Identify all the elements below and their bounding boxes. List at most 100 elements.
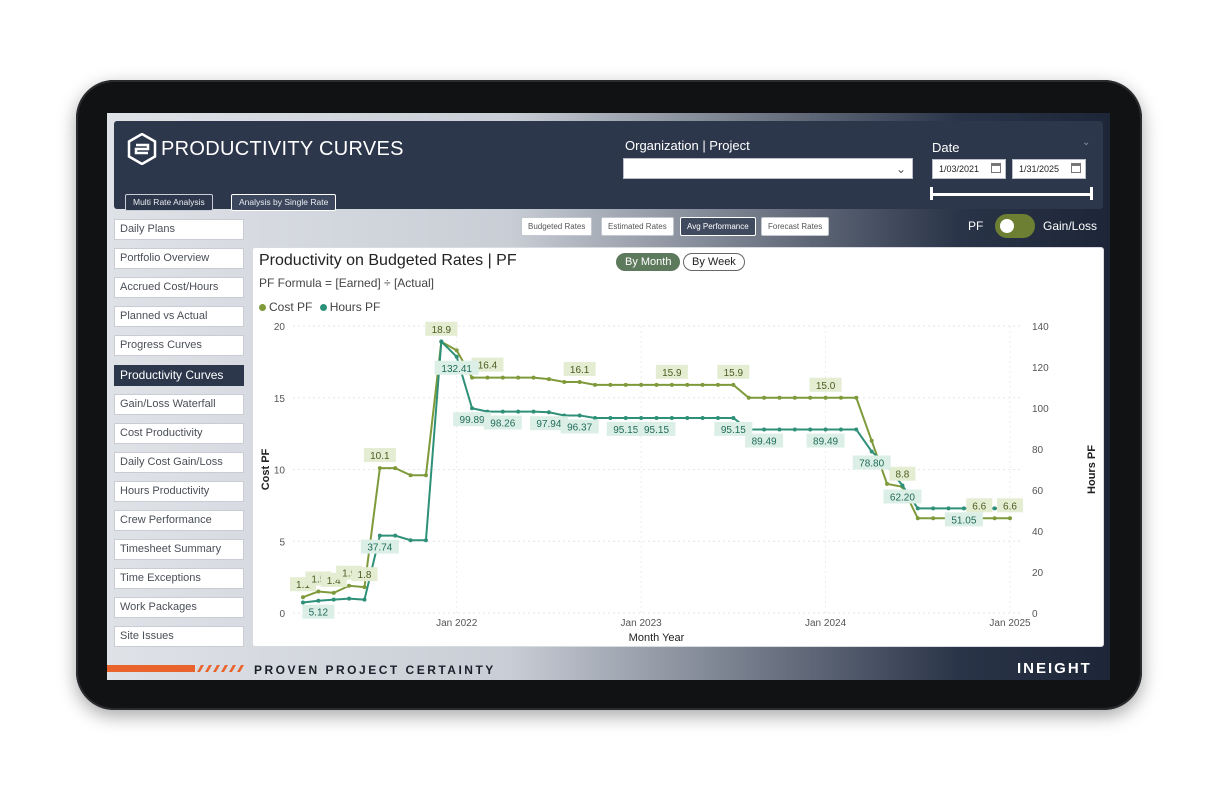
data-point-hours: [377, 533, 382, 538]
data-point-cost: [454, 348, 459, 353]
tab-budgeted-rates[interactable]: Budgeted Rates: [521, 217, 593, 236]
sidebar-item-timesheet-summary[interactable]: Timesheet Summary: [114, 539, 244, 561]
chevron-down-icon[interactable]: ⌄: [1082, 137, 1091, 148]
data-point-cost: [700, 382, 705, 387]
footer-stripe: [107, 665, 244, 672]
data-label: 97.94: [536, 419, 561, 430]
y2-tick-label: 140: [1032, 322, 1049, 333]
sidebar-item-gain-loss-waterfall[interactable]: Gain/Loss Waterfall: [114, 393, 244, 415]
data-point-hours: [331, 597, 336, 602]
org-project-select[interactable]: ⌄: [623, 158, 913, 179]
data-point-hours: [593, 415, 598, 420]
data-point-hours: [546, 410, 551, 415]
data-label-bg: [483, 415, 522, 430]
data-label-bg: [997, 498, 1023, 513]
sidebar-item-cost-productivity[interactable]: Cost Productivity: [114, 422, 244, 444]
date-range-slider[interactable]: [931, 193, 1093, 196]
calendar-icon[interactable]: [1071, 163, 1081, 173]
x-tick-label: Jan 2023: [621, 618, 663, 629]
y-tick-label: 10: [274, 466, 286, 477]
data-label: 51.05: [951, 515, 976, 526]
sidebar-item-work-packages[interactable]: Work Packages: [114, 597, 244, 619]
data-point-cost: [562, 379, 567, 384]
data-point-cost: [1008, 516, 1012, 521]
sidebar-item-productivity-curves[interactable]: Productivity Curves: [114, 364, 244, 386]
data-label: 78.80: [859, 458, 884, 469]
date-end-input[interactable]: 1/31/2025: [1012, 159, 1086, 179]
legend-cost-pf[interactable]: Cost PF: [259, 300, 312, 314]
by-week-button[interactable]: By Week: [683, 253, 745, 271]
tab-avg-performance[interactable]: Avg Performance: [680, 217, 756, 236]
ineight-logo-icon: [127, 133, 157, 165]
multi-rate-analysis-button[interactable]: Multi Rate Analysis: [125, 194, 213, 211]
data-label: 96.37: [567, 422, 592, 433]
data-point-hours: [408, 538, 413, 543]
by-month-button[interactable]: By Month: [616, 253, 681, 271]
date-slider-end-handle[interactable]: [1090, 187, 1093, 200]
data-point-hours: [423, 538, 428, 543]
data-point-hours: [623, 415, 628, 420]
data-point-cost: [608, 382, 613, 387]
legend-dot-cost: [259, 304, 266, 311]
data-label: 95.15: [613, 425, 638, 436]
sidebar-item-portfolio-overview[interactable]: Portfolio Overview: [114, 248, 244, 270]
data-point-cost: [577, 379, 582, 384]
data-point-cost: [854, 395, 859, 400]
data-label-bg: [806, 433, 845, 448]
legend-label-hours: Hours PF: [329, 300, 381, 314]
data-point-cost: [885, 481, 890, 486]
footer-brand-logo: INEIGHT: [1017, 660, 1092, 677]
data-label: 5.12: [309, 608, 329, 619]
sidebar-item-crew-performance[interactable]: Crew Performance: [114, 510, 244, 531]
sidebar-item-time-exceptions[interactable]: Time Exceptions: [114, 568, 244, 590]
data-point-cost: [777, 395, 782, 400]
data-label: 8.8: [895, 470, 909, 481]
tab-forecast-rates[interactable]: Forecast Rates: [761, 217, 830, 236]
data-point-cost: [762, 395, 767, 400]
data-label: 1.1: [296, 580, 310, 591]
tab-estimated-rates[interactable]: Estimated Rates: [601, 217, 674, 236]
date-start-input[interactable]: 1/03/2021: [932, 159, 1006, 179]
sidebar-item-accrued-cost-hours[interactable]: Accrued Cost/Hours: [114, 277, 244, 299]
data-label: 37.74: [367, 543, 392, 554]
y-tick-label: 15: [274, 394, 286, 405]
single-rate-analysis-button[interactable]: Analysis by Single Rate: [231, 194, 337, 211]
pf-line-chart: 0 5 10 15 20 0 20 40 60 80 100 120 140 Jan 2022 Jan 20…: [260, 321, 1098, 644]
sidebar-item-site-issues[interactable]: Site Issues: [114, 626, 244, 648]
calendar-icon[interactable]: [991, 163, 1001, 173]
pf-gainloss-toggle[interactable]: [995, 214, 1035, 238]
data-point-hours: [931, 506, 936, 511]
app-title: PRODUCTIVITY CURVES: [161, 138, 404, 160]
data-point-cost: [992, 516, 997, 521]
data-label: 6.6: [1003, 501, 1017, 512]
data-point-cost: [377, 466, 382, 471]
sidebar-item-hours-productivity[interactable]: Hours Productivity: [114, 480, 244, 502]
data-label-bg: [351, 567, 378, 582]
sidebar-item-planned-vs-actual[interactable]: Planned vs Actual: [114, 306, 244, 328]
sidebar-item-daily-cost-gain-loss[interactable]: Daily Cost Gain/Loss: [114, 451, 244, 473]
data-point-hours: [500, 409, 505, 414]
sidebar-item-daily-plans[interactable]: Daily Plans: [114, 219, 244, 240]
data-label: 98.26: [490, 419, 515, 430]
data-label: 15.0: [816, 381, 836, 392]
data-label: 10.1: [370, 451, 390, 462]
x-tick-label: Jan 2022: [436, 618, 478, 629]
data-label-bg: [944, 512, 983, 527]
data-point-hours: [577, 413, 582, 418]
data-point-cost: [485, 375, 490, 380]
data-label-bg: [471, 357, 504, 372]
sidebar-item-progress-curves[interactable]: Progress Curves: [114, 335, 244, 357]
legend-hours-pf[interactable]: Hours PF: [319, 300, 381, 314]
data-label: 132.41: [441, 364, 472, 375]
footer-tagline: PROVEN PROJECT CERTAINTY: [254, 663, 496, 677]
data-label-bg: [363, 448, 396, 463]
data-point-hours: [900, 483, 905, 488]
data-label-bg: [606, 421, 645, 436]
legend-dot-hours: [319, 304, 327, 311]
data-label: 95.15: [721, 425, 746, 436]
report-header: PRODUCTIVITY CURVES Multi Rate Analysis …: [114, 121, 1103, 211]
data-point-hours: [915, 506, 920, 511]
data-point-hours: [715, 415, 720, 420]
data-point-hours: [316, 598, 321, 603]
date-slider-start-handle[interactable]: [930, 187, 933, 200]
